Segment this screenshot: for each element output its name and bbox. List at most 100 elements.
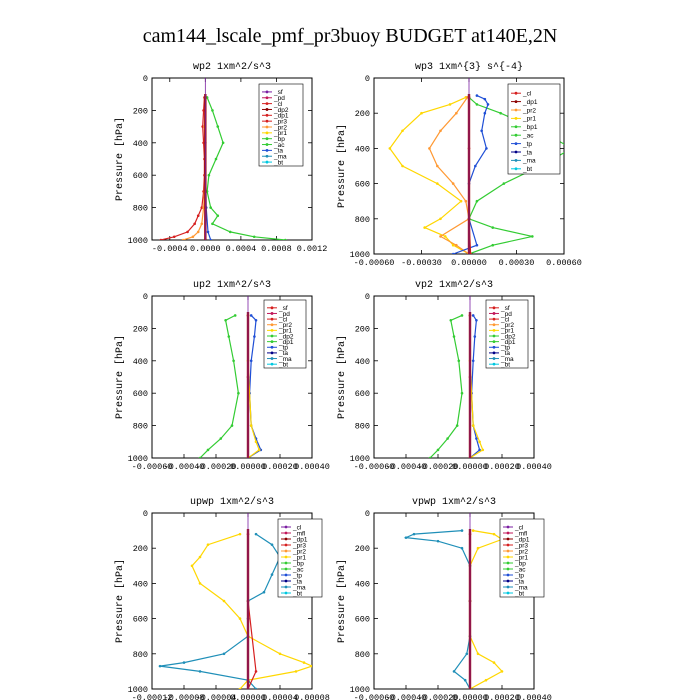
data-point xyxy=(222,652,226,656)
y-tick-label: 200 xyxy=(355,324,370,334)
data-point xyxy=(196,214,200,217)
y-tick-label: 600 xyxy=(355,389,370,399)
legend-marker xyxy=(270,351,274,355)
data-point xyxy=(485,147,488,150)
legend-marker xyxy=(284,543,288,547)
legend-label: _dp1 xyxy=(292,536,308,543)
x-tick-label: 0.00040 xyxy=(516,693,552,700)
data-point xyxy=(464,199,468,203)
panel-title: vp2 1xm^2/s^3 xyxy=(415,279,493,291)
series-line-orange xyxy=(428,97,470,254)
data-point xyxy=(476,546,480,550)
legend-marker xyxy=(265,143,269,146)
legend-label: _pr2 xyxy=(278,322,292,329)
plot-frame xyxy=(151,512,313,690)
legend-marker xyxy=(284,585,288,589)
data-point xyxy=(436,164,439,168)
legend-label: _pd xyxy=(500,311,512,318)
legend-label: _dp2 xyxy=(500,333,516,340)
legend-marker xyxy=(284,561,288,565)
data-point xyxy=(284,238,287,240)
legend-label: _cl xyxy=(522,91,532,98)
data-point xyxy=(451,252,455,254)
data-point xyxy=(186,230,189,234)
legend-label: _ac xyxy=(292,566,304,573)
legend-marker xyxy=(514,100,518,103)
legend-marker xyxy=(270,345,274,349)
legend-marker xyxy=(270,357,274,360)
legend-marker xyxy=(492,351,496,355)
legend-label: _ma xyxy=(514,584,528,591)
legend-marker xyxy=(492,357,496,360)
legend-label: _ma xyxy=(500,356,514,363)
legend-label: _ta xyxy=(292,578,302,585)
data-point xyxy=(181,238,185,240)
series-line-green xyxy=(199,314,240,458)
legend-label: _pr2 xyxy=(514,548,528,555)
data-point xyxy=(491,226,495,229)
y-tick-label: 400 xyxy=(133,139,148,149)
data-point xyxy=(471,314,475,317)
y-axis-label: Pressure [hPa] xyxy=(114,559,126,643)
legend-label: _bp1 xyxy=(522,124,538,131)
data-point xyxy=(423,226,426,229)
legend-marker xyxy=(265,160,269,164)
plot-frame xyxy=(373,512,535,690)
y-tick-label: 0 xyxy=(143,509,148,519)
data-point xyxy=(193,222,196,226)
legend-marker xyxy=(492,334,496,338)
x-tick-label: 0.00000 xyxy=(230,693,266,700)
data-point xyxy=(471,424,475,427)
data-point xyxy=(439,217,442,221)
data-point xyxy=(388,147,392,150)
x-tick-label: 0.0008 xyxy=(261,244,292,254)
legend-label: _sf xyxy=(273,89,283,96)
y-tick-label: 600 xyxy=(133,615,148,625)
legend-label: _pr2 xyxy=(273,124,287,131)
panel-title: upwp 1xm^2/s^3 xyxy=(190,496,274,508)
legend-box xyxy=(263,299,307,369)
data-point xyxy=(428,147,431,150)
legend-marker xyxy=(284,531,288,535)
figure-title: cam144_lscale_pmf_pr3buoy BUDGET at140E,… xyxy=(143,25,558,47)
legend-label: _tp xyxy=(514,572,524,579)
legend-label: _tp xyxy=(278,345,288,352)
y-tick-label: 1000 xyxy=(350,454,370,464)
data-point xyxy=(455,424,459,427)
y-tick-label: 200 xyxy=(133,106,148,116)
data-point xyxy=(216,125,220,128)
x-tick-label: 0.00004 xyxy=(262,693,298,700)
x-tick-label: -0.00060 xyxy=(354,693,395,700)
y-tick-label: 1000 xyxy=(128,685,148,695)
legend-marker xyxy=(265,102,269,106)
data-point xyxy=(209,238,212,240)
series-group xyxy=(403,513,504,689)
data-point xyxy=(252,235,256,239)
data-point xyxy=(475,437,478,440)
series-line-red xyxy=(160,97,205,240)
y-tick-label: 0 xyxy=(365,292,370,302)
legend-marker xyxy=(284,591,288,595)
y-tick-label: 1000 xyxy=(350,250,370,260)
data-point xyxy=(198,456,202,458)
legend-label: _pr1 xyxy=(292,554,306,561)
y-tick-label: 1000 xyxy=(350,685,370,695)
legend-marker xyxy=(506,579,510,583)
data-point xyxy=(483,111,487,115)
x-tick-label: 0.00030 xyxy=(499,258,535,268)
data-point xyxy=(253,335,256,338)
legend-label: _pd xyxy=(278,311,290,318)
y-tick-label: 600 xyxy=(355,180,370,190)
data-point xyxy=(207,173,211,177)
panel-title: up2 1xm^2/s^3 xyxy=(193,279,271,291)
y-axis-label: Pressure [hPa] xyxy=(336,559,348,643)
legend-marker xyxy=(514,133,518,137)
legend-marker xyxy=(265,113,269,117)
data-point xyxy=(476,652,480,656)
data-point xyxy=(227,335,231,338)
data-point xyxy=(216,214,220,217)
legend-label: _ma xyxy=(522,158,536,165)
x-tick-label: 0.00000 xyxy=(452,693,488,700)
legend-marker xyxy=(270,340,274,344)
legend-label: _dp2 xyxy=(278,333,294,340)
